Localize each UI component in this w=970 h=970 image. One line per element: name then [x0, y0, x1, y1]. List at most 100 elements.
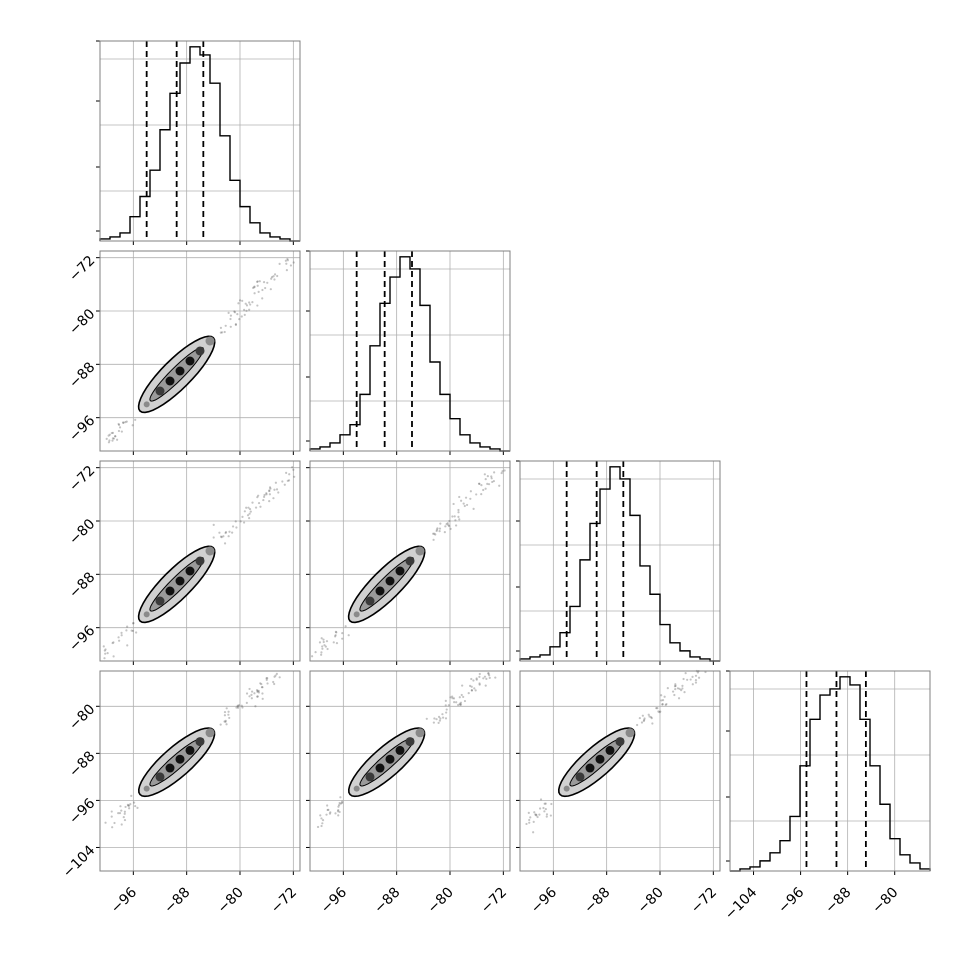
sample-point [448, 524, 451, 528]
sample-point [273, 278, 276, 281]
density-point [353, 785, 360, 792]
y-tick-label: −80 [66, 516, 98, 548]
sample-point [288, 473, 291, 476]
sample-point [435, 529, 438, 533]
sample-point [124, 805, 127, 809]
sample-point [697, 676, 701, 679]
sample-point [286, 259, 289, 262]
sample-point [494, 676, 497, 679]
sample-point [528, 818, 531, 822]
sample-point [478, 683, 481, 686]
histogram-steps [730, 676, 931, 872]
sample-point [246, 514, 250, 517]
sample-point [126, 803, 129, 806]
sample-point [276, 274, 279, 278]
sample-point [273, 273, 277, 276]
sample-point [480, 493, 483, 496]
sample-point [236, 706, 240, 709]
sample-point [248, 507, 252, 511]
sample-point [483, 675, 487, 678]
sample-point [464, 496, 468, 499]
sample-point [259, 505, 262, 508]
sample-point [484, 478, 487, 481]
sample-point [674, 684, 677, 687]
sample-point [435, 718, 438, 721]
x-tick-label: −88 [161, 885, 193, 917]
y-tick-label: −96 [66, 623, 98, 655]
density-point [385, 754, 395, 764]
density-point [615, 737, 625, 747]
sample-point [272, 275, 275, 278]
sample-point [320, 653, 323, 656]
sample-point [239, 520, 242, 523]
sample-point [265, 493, 268, 496]
sample-point [120, 631, 123, 634]
sample-point [107, 441, 111, 444]
sample-point [219, 326, 223, 329]
sample-point [110, 810, 113, 813]
sample-point [241, 299, 244, 302]
sample-point [254, 705, 257, 708]
sample-point [339, 802, 342, 805]
x-tick-label: −96 [108, 884, 140, 916]
panel-frame [729, 670, 931, 872]
sample-point [338, 810, 341, 814]
sample-point [641, 714, 644, 717]
sample-point [236, 704, 239, 707]
sample-point [683, 691, 686, 694]
sample-point [222, 535, 225, 538]
sample-point [256, 690, 259, 693]
sample-point [320, 824, 323, 828]
density-point [195, 346, 205, 356]
sample-point [438, 527, 442, 530]
sample-point [266, 281, 269, 284]
sample-point [114, 435, 117, 438]
sample-point [651, 722, 654, 725]
sample-point [458, 696, 461, 699]
sample-point [532, 831, 535, 834]
sample-point [437, 721, 440, 724]
density-point [385, 576, 395, 586]
sample-point [691, 675, 694, 678]
sample-point [245, 304, 249, 307]
sample-point [117, 423, 121, 427]
density-point [405, 737, 415, 747]
density-point [143, 785, 150, 792]
sample-point [468, 684, 472, 688]
sample-point [265, 678, 268, 682]
sample-point [257, 501, 261, 505]
sample-point [533, 811, 536, 814]
sample-point [223, 714, 227, 717]
x-tick-label: −96 [528, 884, 560, 916]
sample-point [256, 304, 259, 307]
sample-point [470, 688, 473, 692]
sample-point [235, 706, 238, 709]
sample-point [676, 687, 680, 690]
sample-point [220, 536, 223, 539]
sample-point [104, 652, 107, 655]
density-point [395, 566, 405, 576]
sample-point [438, 719, 442, 722]
sample-point [106, 652, 109, 655]
sample-point [538, 813, 541, 816]
sample-point [686, 678, 689, 681]
sample-point [532, 820, 535, 823]
x-tick-label: −88 [822, 885, 854, 917]
sample-point [117, 429, 121, 433]
sample-point [129, 803, 132, 806]
sample-point [245, 309, 248, 312]
density-point [205, 336, 215, 346]
sample-point [483, 473, 486, 476]
sample-point [322, 638, 325, 641]
sample-point [321, 645, 324, 648]
sample-point [111, 431, 115, 434]
sample-point [478, 675, 481, 678]
sample-point [225, 707, 228, 710]
sample-point [460, 499, 463, 502]
sample-point [445, 522, 448, 526]
y-tick-label: −96 [66, 795, 98, 827]
sample-point [256, 284, 259, 287]
sample-point [636, 723, 639, 727]
density-point [165, 376, 175, 386]
sample-point [338, 801, 341, 805]
